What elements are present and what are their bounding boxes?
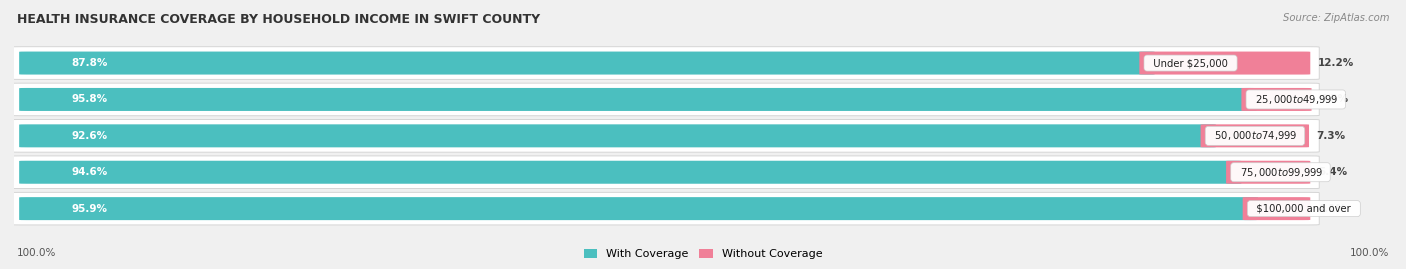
FancyBboxPatch shape (20, 161, 1241, 184)
Text: 94.6%: 94.6% (72, 167, 108, 177)
Text: 92.6%: 92.6% (72, 131, 108, 141)
FancyBboxPatch shape (10, 47, 1319, 79)
FancyBboxPatch shape (10, 192, 1319, 225)
Legend: With Coverage, Without Coverage: With Coverage, Without Coverage (579, 245, 827, 264)
FancyBboxPatch shape (10, 83, 1319, 116)
Text: 12.2%: 12.2% (1317, 58, 1354, 68)
Text: $100,000 and over: $100,000 and over (1250, 204, 1357, 214)
FancyBboxPatch shape (20, 197, 1258, 220)
FancyBboxPatch shape (1226, 161, 1310, 184)
FancyBboxPatch shape (10, 156, 1319, 189)
Text: 4.3%: 4.3% (1319, 94, 1348, 104)
Text: 4.1%: 4.1% (1317, 204, 1347, 214)
Text: Source: ZipAtlas.com: Source: ZipAtlas.com (1282, 13, 1389, 23)
Text: Under $25,000: Under $25,000 (1147, 58, 1234, 68)
Text: 7.3%: 7.3% (1316, 131, 1346, 141)
Text: 100.0%: 100.0% (17, 248, 56, 258)
FancyBboxPatch shape (1243, 197, 1310, 220)
Text: $25,000 to $49,999: $25,000 to $49,999 (1249, 93, 1343, 106)
Text: 95.9%: 95.9% (72, 204, 107, 214)
Text: $50,000 to $74,999: $50,000 to $74,999 (1208, 129, 1302, 142)
FancyBboxPatch shape (20, 52, 1154, 75)
FancyBboxPatch shape (1139, 52, 1310, 75)
FancyBboxPatch shape (10, 119, 1319, 152)
FancyBboxPatch shape (20, 88, 1257, 111)
Text: 5.4%: 5.4% (1317, 167, 1347, 177)
Text: 87.8%: 87.8% (72, 58, 108, 68)
Text: 95.8%: 95.8% (72, 94, 108, 104)
Text: 100.0%: 100.0% (1350, 248, 1389, 258)
Text: $75,000 to $99,999: $75,000 to $99,999 (1233, 166, 1327, 179)
FancyBboxPatch shape (1241, 88, 1312, 111)
FancyBboxPatch shape (20, 124, 1216, 147)
FancyBboxPatch shape (1201, 124, 1309, 147)
Text: HEALTH INSURANCE COVERAGE BY HOUSEHOLD INCOME IN SWIFT COUNTY: HEALTH INSURANCE COVERAGE BY HOUSEHOLD I… (17, 13, 540, 26)
